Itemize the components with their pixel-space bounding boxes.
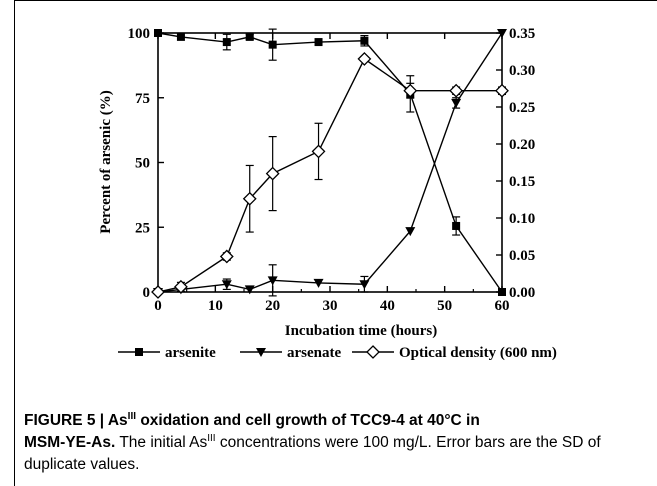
- series-1: [153, 29, 507, 297]
- caption-label: FIGURE 5 | As: [24, 412, 128, 429]
- x-tick-label: 60: [495, 298, 510, 314]
- ticks: 0 10 20 30 40 50 60 0 25 50 75 100 0.00 0.05 0.10 0.15 0…: [128, 26, 536, 314]
- legend: arsenite arsenate Optical density (600 nm): [118, 345, 557, 361]
- data-point: [360, 36, 369, 45]
- y-left-tick-label: 0: [143, 285, 151, 301]
- y-right-tick-label: 0.05: [509, 248, 535, 264]
- data-point: [451, 98, 462, 108]
- series-line: [157, 32, 503, 293]
- x-tick-label: 10: [208, 298, 223, 314]
- data-point: [314, 38, 323, 47]
- y-right-tick-label: 0.30: [509, 63, 535, 79]
- axes: [157, 32, 503, 293]
- y-right-tick-label: 0.15: [509, 174, 535, 190]
- legend-label: arsenite: [165, 345, 216, 361]
- caption-label-sup: III: [127, 410, 137, 422]
- data-point: [403, 83, 418, 98]
- data-point: [495, 83, 509, 98]
- data-point: [498, 288, 506, 296]
- data-point: [221, 280, 232, 290]
- y-left-tick-label: 25: [135, 220, 150, 236]
- legend-label: arsenate: [287, 345, 341, 361]
- x-axis-title: Incubation time (hours): [285, 323, 438, 339]
- caption-body-sup: III: [207, 432, 216, 444]
- data-point: [245, 32, 254, 41]
- legend-marker: [135, 348, 143, 356]
- chart: 0 10 20 30 40 50 60 0 25 50 75 100 0.00 0.05 0.10 0.15 0…: [98, 26, 557, 361]
- caption-title-1: oxidation and cell growth of TCC9-4 at 4…: [136, 412, 480, 429]
- y-right-tick-label: 0.00: [509, 285, 535, 301]
- data-point: [452, 221, 461, 230]
- x-tick-label: 40: [380, 298, 395, 314]
- series-line: [157, 57, 502, 293]
- data-point: [449, 83, 464, 98]
- data-point: [359, 280, 370, 290]
- data-point: [497, 29, 507, 38]
- frame-top-rule: [14, 0, 657, 1]
- plot-frame: [157, 32, 503, 293]
- data-point: [357, 51, 372, 66]
- caption-body-rest: concentrations were 100 mg/L. Error bars…: [24, 434, 601, 473]
- series-2: [151, 51, 509, 299]
- data-point: [268, 40, 277, 49]
- x-tick-label: 50: [437, 298, 452, 314]
- y-right-tick-label: 0.20: [509, 137, 535, 153]
- figure-caption: FIGURE 5 | AsIII oxidation and cell grow…: [24, 410, 624, 476]
- data-point: [176, 32, 185, 41]
- y-right-tick-label: 0.25: [509, 100, 535, 116]
- y-right-tick-label: 0.35: [509, 26, 535, 42]
- y-left-tick-label: 50: [135, 156, 150, 172]
- y-right-tick-label: 0.10: [509, 211, 535, 227]
- x-tick-label: 20: [265, 298, 280, 314]
- series-layer: [151, 28, 509, 299]
- data-point: [267, 276, 278, 286]
- series-line: [157, 32, 503, 293]
- data-point: [242, 191, 257, 206]
- data-point: [219, 249, 234, 264]
- data-point: [265, 166, 280, 181]
- x-tick-label: 30: [323, 298, 338, 314]
- data-point: [174, 279, 188, 294]
- legend-label: Optical density (600 nm): [399, 345, 557, 361]
- y-left-tick-label: 100: [128, 26, 151, 42]
- caption-title-2: MSM-YE-As.: [24, 434, 116, 451]
- data-point: [311, 144, 326, 159]
- data-point: [151, 285, 165, 299]
- legend-marker: [366, 345, 380, 359]
- series-0: [154, 28, 506, 296]
- x-tick-label: 0: [154, 298, 162, 314]
- y-axis-title: Percent of arsenic (%): [98, 90, 114, 233]
- data-point: [222, 38, 231, 47]
- data-point: [244, 285, 255, 295]
- data-point: [154, 29, 162, 37]
- legend-marker: [256, 348, 266, 357]
- data-point: [405, 227, 416, 237]
- y-left-tick-label: 75: [135, 91, 150, 107]
- caption-body-prefix: The initial As: [115, 434, 208, 451]
- data-point: [313, 278, 324, 288]
- frame-left-rule: [14, 0, 15, 486]
